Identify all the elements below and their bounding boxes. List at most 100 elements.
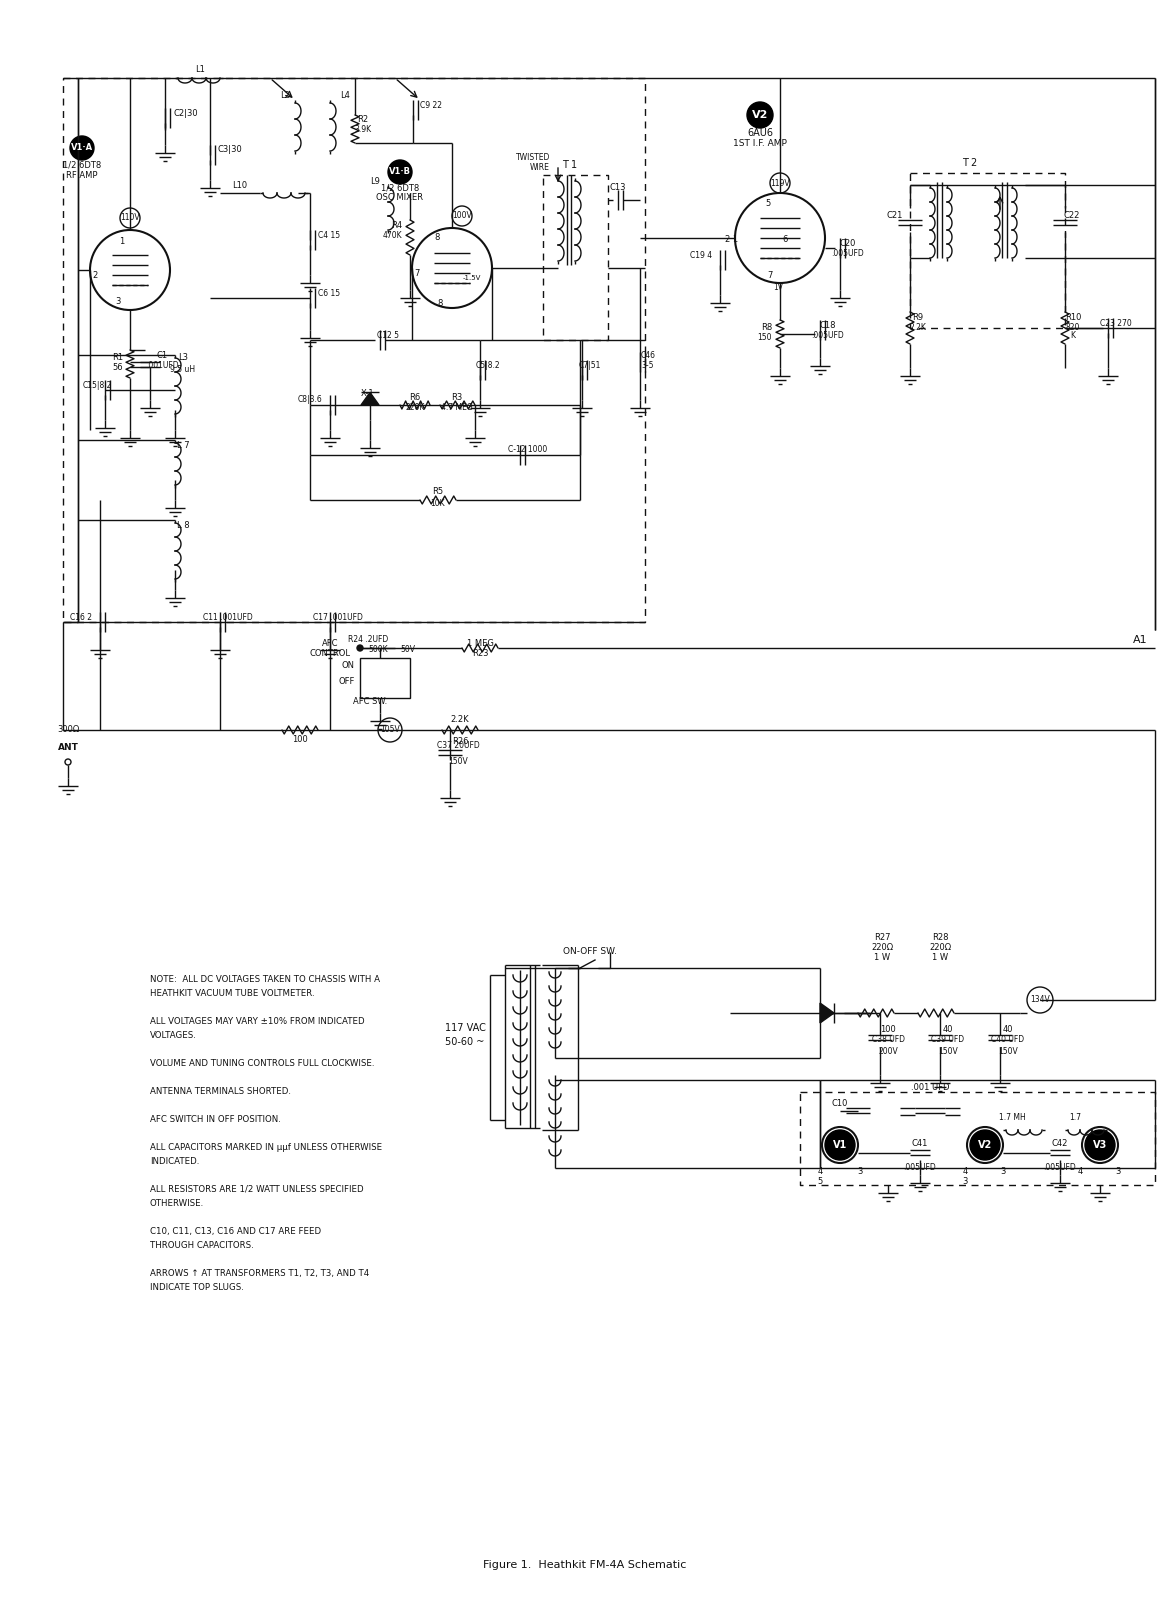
Text: 100V: 100V bbox=[452, 211, 472, 221]
Circle shape bbox=[825, 1130, 855, 1160]
Text: 1.7: 1.7 bbox=[1069, 1114, 1081, 1123]
Text: 50V: 50V bbox=[400, 645, 415, 654]
Text: C10: C10 bbox=[832, 1099, 848, 1107]
Text: ARROWS ↑ AT TRANSFORMERS T1, T2, T3, AND T4: ARROWS ↑ AT TRANSFORMERS T1, T2, T3, AND… bbox=[150, 1269, 370, 1278]
Text: R23: R23 bbox=[472, 648, 488, 658]
Text: TWISTED: TWISTED bbox=[516, 154, 550, 163]
Text: R27: R27 bbox=[874, 933, 890, 942]
Text: 1V: 1V bbox=[773, 283, 783, 293]
Circle shape bbox=[70, 136, 94, 160]
Text: A1: A1 bbox=[1134, 635, 1148, 645]
Text: C20: C20 bbox=[840, 238, 856, 248]
Text: THROUGH CAPACITORS.: THROUGH CAPACITORS. bbox=[150, 1242, 254, 1250]
Text: Figure 1.  Heathkit FM-4A Schematic: Figure 1. Heathkit FM-4A Schematic bbox=[483, 1560, 687, 1570]
Text: 1 W: 1 W bbox=[874, 954, 890, 963]
Text: C2|30: C2|30 bbox=[173, 109, 198, 117]
Text: .005UFD: .005UFD bbox=[903, 1163, 936, 1173]
Text: R5: R5 bbox=[433, 488, 443, 496]
Circle shape bbox=[1085, 1130, 1115, 1160]
Text: 470K: 470K bbox=[383, 230, 402, 240]
Text: VOLUME AND TUNING CONTROLS FULL CLOCKWISE.: VOLUME AND TUNING CONTROLS FULL CLOCKWIS… bbox=[150, 1059, 374, 1069]
Text: R3: R3 bbox=[452, 392, 462, 402]
Text: 150V: 150V bbox=[938, 1048, 958, 1056]
Text: 2 1: 2 1 bbox=[725, 235, 738, 245]
Text: 8: 8 bbox=[434, 234, 440, 243]
Text: 100: 100 bbox=[880, 1026, 896, 1035]
Text: 40: 40 bbox=[1003, 1026, 1013, 1035]
Text: C7|51: C7|51 bbox=[579, 360, 601, 370]
Text: ANT: ANT bbox=[57, 744, 78, 752]
Text: T 1: T 1 bbox=[563, 160, 578, 170]
Text: R26: R26 bbox=[452, 738, 468, 747]
Text: 820: 820 bbox=[1066, 323, 1080, 333]
Text: C10, C11, C13, C16 AND C17 ARE FEED: C10, C11, C13, C16 AND C17 ARE FEED bbox=[150, 1227, 321, 1235]
Text: C11 .001UFD: C11 .001UFD bbox=[204, 613, 253, 621]
Text: C9 22: C9 22 bbox=[420, 101, 442, 109]
Text: V3: V3 bbox=[1093, 1139, 1107, 1150]
Text: 9.5 uH: 9.5 uH bbox=[171, 365, 195, 374]
Text: 3.9K: 3.9K bbox=[355, 125, 372, 134]
Text: OTHERWISE.: OTHERWISE. bbox=[150, 1198, 205, 1208]
Text: C41: C41 bbox=[911, 1139, 928, 1147]
Text: C23 270: C23 270 bbox=[1100, 318, 1131, 328]
Text: 1 MEG: 1 MEG bbox=[467, 638, 494, 648]
Text: C46: C46 bbox=[640, 350, 655, 360]
Text: C-12 1000: C-12 1000 bbox=[509, 445, 548, 454]
Text: L4: L4 bbox=[340, 91, 350, 101]
Text: 1/2 6DT8: 1/2 6DT8 bbox=[381, 184, 419, 192]
Text: 3-5: 3-5 bbox=[642, 360, 654, 370]
Text: R6: R6 bbox=[410, 392, 421, 402]
Text: C13: C13 bbox=[610, 184, 626, 192]
Text: 3: 3 bbox=[1115, 1168, 1121, 1176]
Text: C12 5: C12 5 bbox=[377, 331, 399, 339]
Text: 3: 3 bbox=[858, 1168, 862, 1176]
Text: 3: 3 bbox=[116, 298, 121, 307]
Polygon shape bbox=[362, 392, 379, 405]
Text: NOTE:  ALL DC VOLTAGES TAKEN TO CHASSIS WITH A: NOTE: ALL DC VOLTAGES TAKEN TO CHASSIS W… bbox=[150, 974, 380, 984]
Text: L3: L3 bbox=[178, 354, 188, 363]
Text: 119V: 119V bbox=[770, 179, 790, 187]
Text: HEATHKIT VACUUM TUBE VOLTMETER.: HEATHKIT VACUUM TUBE VOLTMETER. bbox=[150, 989, 315, 998]
Text: C37 20UFD: C37 20UFD bbox=[436, 741, 480, 749]
Text: INDICATE TOP SLUGS.: INDICATE TOP SLUGS. bbox=[150, 1283, 243, 1293]
Text: 1.7 MH: 1.7 MH bbox=[999, 1114, 1025, 1123]
Text: C40 UFD: C40 UFD bbox=[991, 1035, 1025, 1045]
Text: OSC MIXER: OSC MIXER bbox=[377, 194, 424, 203]
Text: 40: 40 bbox=[943, 1026, 954, 1035]
Text: 2.2K: 2.2K bbox=[450, 715, 469, 725]
Text: C39 UFD: C39 UFD bbox=[931, 1035, 964, 1045]
Text: 3: 3 bbox=[1000, 1168, 1006, 1176]
Text: R8: R8 bbox=[760, 323, 772, 333]
Text: 10K: 10K bbox=[431, 499, 446, 507]
Text: R4: R4 bbox=[391, 221, 402, 229]
Text: C8|3.6: C8|3.6 bbox=[297, 395, 322, 405]
Text: .001UFD: .001UFD bbox=[146, 360, 178, 370]
Text: .005UFD: .005UFD bbox=[832, 248, 865, 258]
Text: ON: ON bbox=[342, 661, 355, 669]
Text: V1·B: V1·B bbox=[388, 168, 411, 176]
Text: 220K: 220K bbox=[405, 403, 425, 411]
Text: 1: 1 bbox=[119, 237, 125, 246]
Text: 110V: 110V bbox=[121, 213, 139, 222]
Text: INDICATED.: INDICATED. bbox=[150, 1157, 199, 1166]
Text: V2: V2 bbox=[752, 110, 769, 120]
Text: AFC: AFC bbox=[322, 638, 338, 648]
Text: WIRE: WIRE bbox=[530, 163, 550, 171]
Text: 8: 8 bbox=[438, 299, 442, 307]
Text: V2: V2 bbox=[978, 1139, 992, 1150]
Text: AFC SWITCH IN OFF POSITION.: AFC SWITCH IN OFF POSITION. bbox=[150, 1115, 281, 1123]
Text: CONTROL: CONTROL bbox=[310, 648, 351, 658]
Polygon shape bbox=[820, 1003, 834, 1022]
Text: 220Ω: 220Ω bbox=[929, 944, 951, 952]
Text: X-1: X-1 bbox=[362, 389, 374, 397]
Text: 6AU6: 6AU6 bbox=[746, 128, 773, 138]
Text: R2: R2 bbox=[358, 115, 369, 125]
Text: 6: 6 bbox=[783, 235, 787, 245]
Text: C3|30: C3|30 bbox=[218, 146, 242, 155]
Text: R1: R1 bbox=[112, 354, 124, 363]
Text: ALL CAPACITORS MARKED IN μμf UNLESS OTHERWISE: ALL CAPACITORS MARKED IN μμf UNLESS OTHE… bbox=[150, 1142, 383, 1152]
Text: AFC SW.: AFC SW. bbox=[353, 696, 387, 706]
Text: C17 .001UFD: C17 .001UFD bbox=[314, 613, 363, 621]
Text: T 2: T 2 bbox=[963, 158, 978, 168]
Text: L2: L2 bbox=[280, 91, 290, 101]
